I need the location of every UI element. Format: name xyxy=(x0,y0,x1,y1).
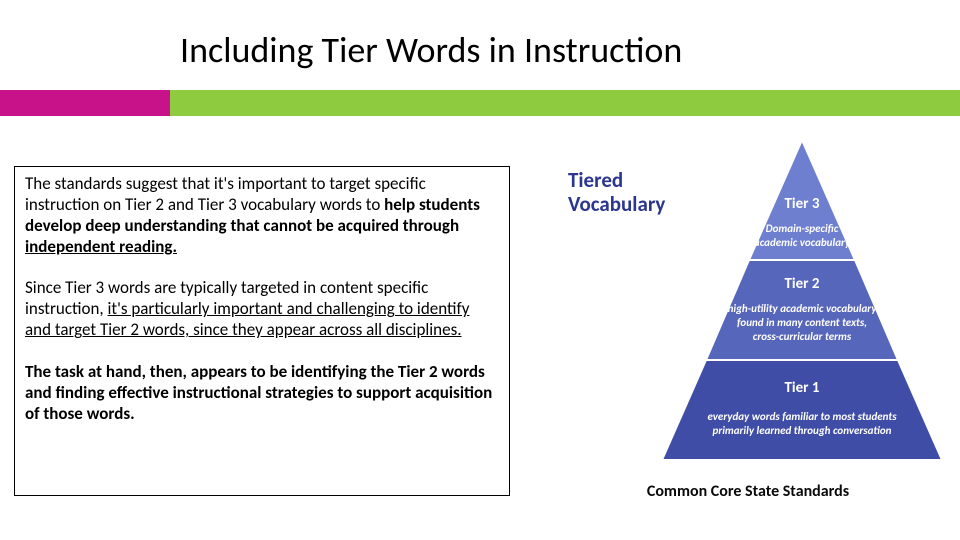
pyramid-title-line2: Vocabulary xyxy=(568,191,665,217)
paragraph-3: The task at hand, then, appears to be id… xyxy=(25,361,499,424)
pyramid-title: Tiered Vocabulary xyxy=(568,168,665,216)
tier3-label: Tier 3 xyxy=(785,195,820,213)
tier2-label: Tier 2 xyxy=(785,275,820,293)
tier2-desc1: high-utility academic vocabulary xyxy=(728,302,878,315)
tier3-desc2: academic vocabulary xyxy=(754,236,851,249)
accent-bar-left xyxy=(0,90,170,116)
paragraph-1: The standards suggest that it's importan… xyxy=(25,173,499,257)
tier1-desc2: primarily learned through conversation xyxy=(713,424,892,437)
tier1-label: Tier 1 xyxy=(785,379,820,397)
p1-text-a: The standards suggest that it's importan… xyxy=(25,173,426,215)
pyramid-title-line1: Tiered xyxy=(568,167,623,193)
accent-bar xyxy=(0,90,960,116)
accent-bar-right xyxy=(170,90,960,116)
page-title: Including Tier Words in Instruction xyxy=(180,28,682,72)
p1-text-c: independent reading. xyxy=(25,236,177,257)
pyramid-diagram: Tier 3 Domain-specific academic vocabula… xyxy=(662,140,942,472)
tier1-desc1: everyday words familiar to most students xyxy=(707,410,897,423)
tier3-desc1: Domain-specific xyxy=(766,222,839,235)
pyramid-panel: Tiered Vocabulary Tier 3 Domain-specific… xyxy=(552,128,944,528)
content-text-box: The standards suggest that it's importan… xyxy=(14,166,510,496)
pyramid-footer: Common Core State Standards xyxy=(552,482,944,501)
tier2-desc2: found in many content texts, xyxy=(737,316,867,329)
tier2-desc3: cross-curricular terms xyxy=(753,330,852,343)
paragraph-2: Since Tier 3 words are typically targete… xyxy=(25,277,499,340)
